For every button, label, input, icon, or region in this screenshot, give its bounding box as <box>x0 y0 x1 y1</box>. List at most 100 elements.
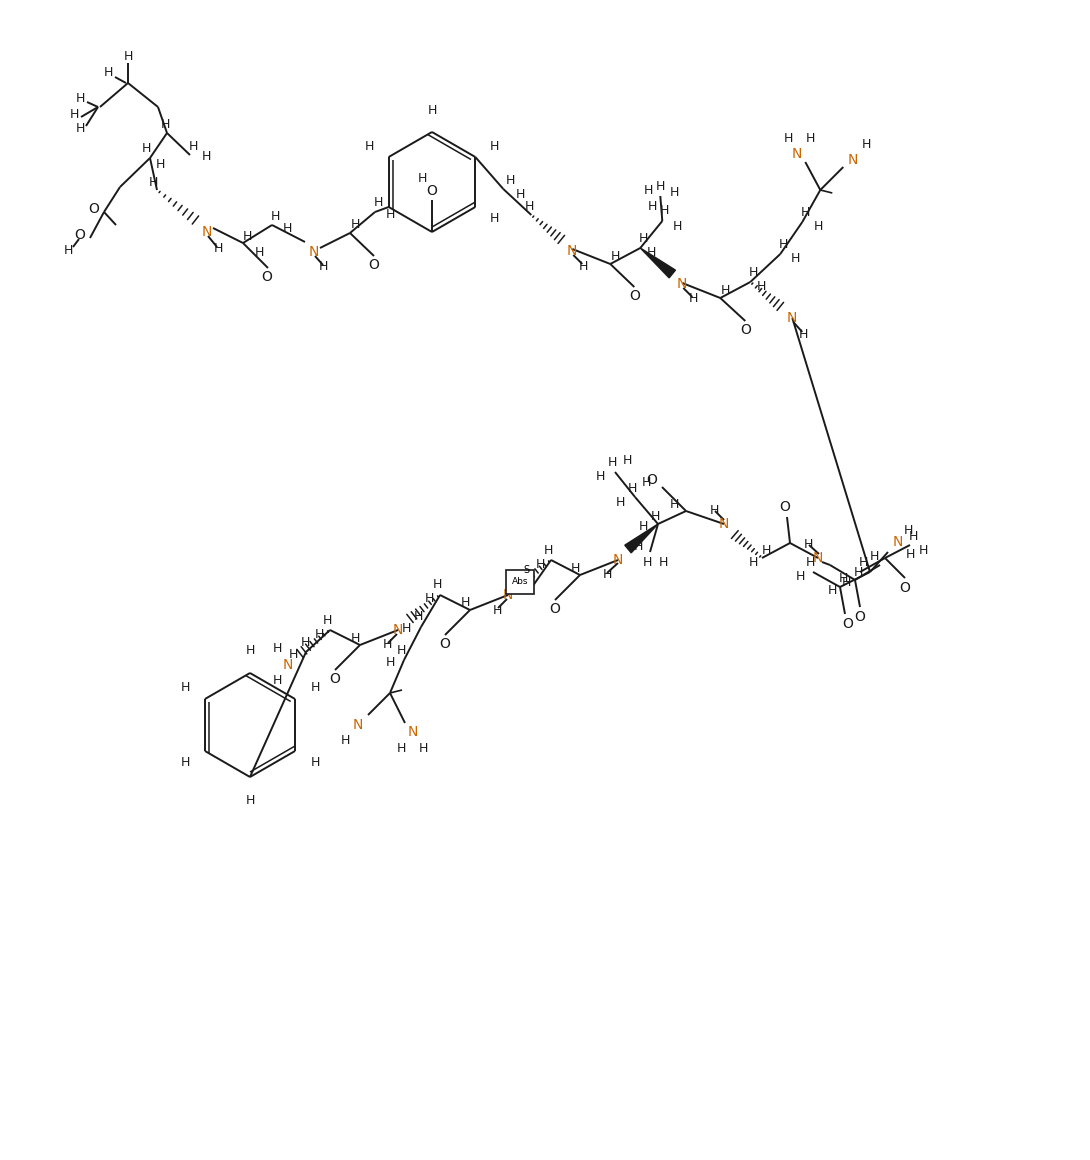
Text: H: H <box>180 681 190 694</box>
Text: H: H <box>272 674 281 687</box>
Text: H: H <box>904 523 912 536</box>
Text: H: H <box>148 175 158 188</box>
Text: O: O <box>740 322 751 338</box>
Text: H: H <box>669 498 679 510</box>
FancyBboxPatch shape <box>506 570 534 594</box>
Text: H: H <box>506 174 514 188</box>
Text: H: H <box>628 481 637 494</box>
Text: H: H <box>75 92 85 104</box>
Text: H: H <box>413 610 423 624</box>
Text: H: H <box>70 109 78 122</box>
Text: O: O <box>426 184 437 198</box>
Text: O: O <box>368 258 379 271</box>
Text: H: H <box>841 575 850 588</box>
Text: O: O <box>779 500 790 514</box>
Text: H: H <box>524 201 534 213</box>
Text: N: N <box>202 225 213 239</box>
Text: H: H <box>433 579 441 592</box>
Text: H: H <box>272 641 281 654</box>
Text: H: H <box>142 143 150 155</box>
Text: H: H <box>543 544 553 557</box>
Text: O: O <box>439 637 450 651</box>
Text: N: N <box>613 553 623 567</box>
Text: H: H <box>858 557 868 570</box>
Text: H: H <box>806 556 814 568</box>
Text: O: O <box>899 581 910 595</box>
Text: H: H <box>861 138 871 151</box>
Text: H: H <box>622 454 632 466</box>
Text: H: H <box>270 210 280 223</box>
Text: Abs: Abs <box>511 578 529 587</box>
Text: N: N <box>353 718 363 732</box>
Polygon shape <box>640 248 676 278</box>
Text: H: H <box>424 593 434 606</box>
Text: H: H <box>63 244 73 256</box>
Text: H: H <box>918 544 928 557</box>
Text: H: H <box>489 139 499 152</box>
Text: H: H <box>189 139 197 152</box>
Text: H: H <box>603 568 611 581</box>
Text: H: H <box>710 503 718 516</box>
Text: H: H <box>401 623 411 636</box>
Text: O: O <box>74 229 85 242</box>
Text: H: H <box>202 151 210 164</box>
Text: H: H <box>639 232 647 245</box>
Text: H: H <box>642 556 652 568</box>
Text: H: H <box>254 246 264 259</box>
Text: H: H <box>75 122 85 135</box>
Text: H: H <box>870 550 879 563</box>
Text: H: H <box>803 537 813 551</box>
Text: H: H <box>350 218 360 232</box>
Text: H: H <box>242 230 252 242</box>
Text: O: O <box>629 289 640 303</box>
Text: O: O <box>646 473 657 487</box>
Text: H: H <box>641 476 651 488</box>
Text: H: H <box>689 292 698 305</box>
Text: H: H <box>427 103 437 116</box>
Text: H: H <box>311 756 319 769</box>
Text: N: N <box>718 517 729 531</box>
Text: H: H <box>340 733 350 747</box>
Text: H: H <box>397 644 405 657</box>
Text: H: H <box>104 66 112 80</box>
Text: H: H <box>790 252 800 264</box>
Text: O: O <box>329 672 340 686</box>
Text: H: H <box>323 614 331 626</box>
Text: N: N <box>813 551 823 565</box>
Text: H: H <box>806 131 815 145</box>
Text: O: O <box>855 610 865 624</box>
Text: N: N <box>848 153 859 167</box>
Text: H: H <box>799 327 808 341</box>
Text: H: H <box>595 470 605 483</box>
Text: H: H <box>646 246 656 259</box>
Text: H: H <box>245 644 255 657</box>
Text: H: H <box>160 117 170 131</box>
Text: H: H <box>460 596 470 609</box>
Text: H: H <box>801 205 810 218</box>
Text: H: H <box>214 241 222 254</box>
Text: H: H <box>616 495 625 508</box>
Text: H: H <box>385 209 395 222</box>
Text: H: H <box>301 636 310 648</box>
Text: H: H <box>535 558 545 571</box>
Text: H: H <box>579 260 588 273</box>
Text: H: H <box>350 631 360 645</box>
Text: O: O <box>88 202 99 216</box>
Text: H: H <box>838 573 848 586</box>
Text: N: N <box>408 725 419 739</box>
Text: H: H <box>796 570 804 582</box>
Text: N: N <box>893 535 904 549</box>
Text: H: H <box>813 220 823 233</box>
Text: H: H <box>673 219 682 232</box>
Text: H: H <box>655 180 665 193</box>
Text: H: H <box>720 283 730 297</box>
Text: H: H <box>318 261 328 274</box>
Text: H: H <box>658 557 668 570</box>
Text: H: H <box>493 603 501 616</box>
Text: H: H <box>155 158 165 171</box>
Text: H: H <box>570 561 580 574</box>
Text: N: N <box>308 245 319 259</box>
Text: N: N <box>567 244 578 258</box>
Text: H: H <box>906 549 915 561</box>
Text: H: H <box>761 544 771 557</box>
